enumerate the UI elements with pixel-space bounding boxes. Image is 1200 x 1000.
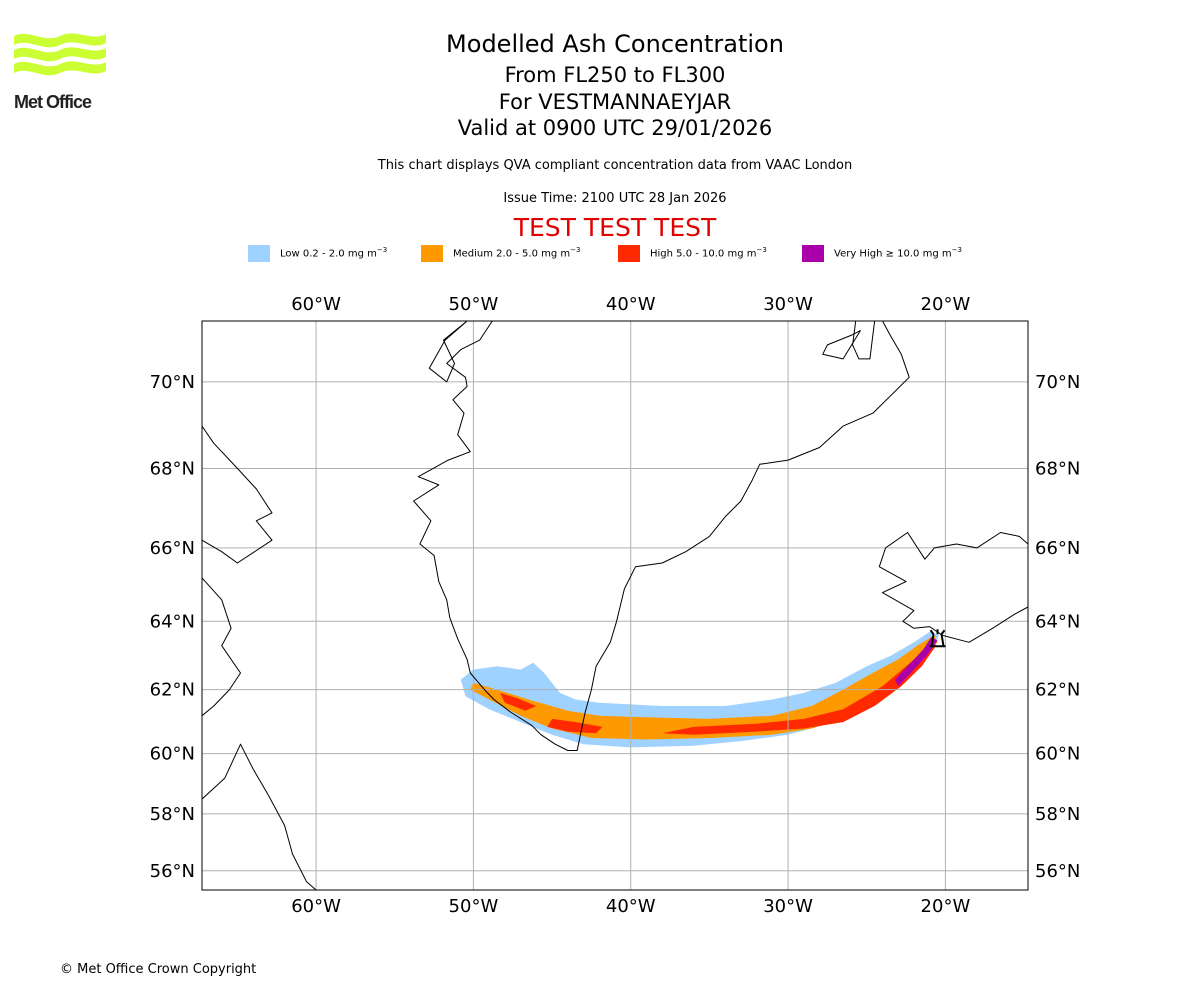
lon-label-bottom: 20°W [921,896,971,917]
lat-label-left: 56°N [150,861,195,882]
coastlines [202,321,1028,890]
coastline-scoresby-island [822,330,861,360]
plume-very-high [895,637,938,687]
met-office-logo: Met Office [14,30,106,112]
lon-label-top: 30°W [763,294,813,315]
lon-label-top: 60°W [291,294,341,315]
lat-label-left: 58°N [150,804,195,825]
axis-labels: 60°W 60°W 50°W 50°W 40°W 40°W 30°W 30°W 20°W 20°W… [150,294,1081,917]
legend-swatch-low [248,245,270,262]
coastline-greenland-fjord-islands [428,321,468,383]
coastline-labrador [202,577,241,717]
legend-label-high: High 5.0 - 10.0 mg m−3 [650,246,767,260]
copyright-notice: © Met Office Crown Copyright [60,962,257,977]
graticule [202,321,1028,890]
ash-plume [460,631,940,748]
coastline-scoresby [852,321,876,360]
lat-label-left: 60°N [150,744,195,765]
lat-label-right: 68°N [1035,458,1080,479]
legend-label-medium: Medium 2.0 - 5.0 mg m−3 [453,246,581,260]
coastline-greenland-west [413,321,910,751]
volcano-marker-icon [929,629,946,648]
legend-swatch-very-high [802,245,824,262]
lon-label-top: 50°W [449,294,499,315]
lon-label-bottom: 40°W [606,896,656,917]
lon-label-bottom: 30°W [763,896,813,917]
flight-level-range: From FL250 to FL300 [504,63,726,87]
coastline-iceland-south [913,606,1028,643]
legend-label-very-high: Very High ≥ 10.0 mg m−3 [834,246,962,260]
lat-label-right: 62°N [1035,680,1080,701]
map-frame [201,320,1029,891]
plume-high-patch [547,718,603,734]
met-office-waves-icon [14,33,106,76]
plume-high-patch [500,692,537,711]
legend-label-low: Low 0.2 - 2.0 mg m−3 [280,246,388,260]
chart-description: This chart displays QVA compliant concen… [377,158,853,173]
lat-label-left: 68°N [150,458,195,479]
coastline-baffin [202,425,273,564]
lon-label-top: 20°W [921,294,971,315]
legend-swatch-medium [421,245,443,262]
lat-label-right: 66°N [1035,538,1080,559]
lon-label-bottom: 50°W [449,896,499,917]
coastline-labrador-south [202,743,317,890]
lat-label-right: 64°N [1035,611,1080,632]
lat-label-right: 70°N [1035,372,1080,393]
valid-time: Valid at 0900 UTC 29/01/2026 [457,116,773,140]
legend-swatch-high [618,245,640,262]
coastline-iceland [878,532,1028,629]
lat-label-right: 58°N [1035,804,1080,825]
lon-label-bottom: 60°W [291,896,341,917]
chart-title: Modelled Ash Concentration [446,30,784,58]
plume-medium [470,635,938,740]
location-label: For VESTMANNAEYJAR [498,90,732,114]
lat-label-left: 70°N [150,372,195,393]
lat-label-right: 56°N [1035,861,1080,882]
test-banner: TEST TEST TEST [513,213,717,242]
issue-time: Issue Time: 2100 UTC 28 Jan 2026 [503,191,727,206]
lat-label-right: 60°N [1035,744,1080,765]
lon-label-top: 40°W [606,294,656,315]
lat-label-left: 62°N [150,680,195,701]
volcano-marker [929,629,946,648]
lat-label-left: 64°N [150,611,195,632]
logo-text: Met Office [14,92,92,112]
lat-label-left: 66°N [150,538,195,559]
